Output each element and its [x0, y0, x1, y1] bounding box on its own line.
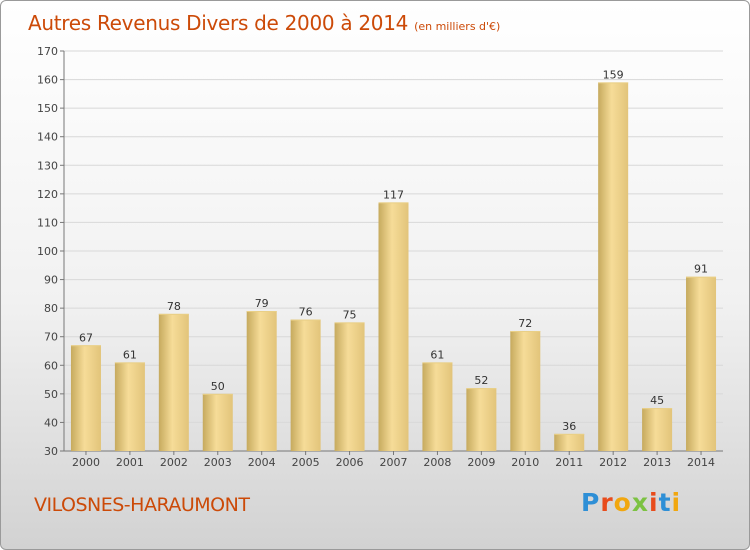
bar-2007	[378, 202, 409, 451]
value-label-2002: 78	[167, 300, 181, 313]
bar-2003	[202, 393, 233, 451]
value-label-2011: 36	[562, 420, 576, 433]
x-tick-label-2005: 2005	[292, 456, 320, 469]
x-tick-label-2008: 2008	[423, 456, 451, 469]
logo-letter: r	[600, 488, 614, 517]
chart-title-text: Autres Revenus Divers de 2000 à 2014	[28, 11, 409, 35]
x-tick-label-2013: 2013	[643, 456, 671, 469]
bar-2002	[158, 313, 189, 451]
value-label-2000: 67	[79, 331, 93, 344]
bar-2009	[466, 388, 497, 451]
x-tick-label-2007: 2007	[380, 456, 408, 469]
y-tick-label: 60	[44, 359, 58, 372]
x-tick-label-2006: 2006	[336, 456, 364, 469]
value-label-2001: 61	[123, 348, 137, 361]
bar-2006	[334, 322, 365, 451]
value-label-2013: 45	[650, 394, 664, 407]
x-tick-label-2014: 2014	[687, 456, 715, 469]
bar-2008	[422, 362, 453, 451]
commune-name: VILOSNES-HARAUMONT	[34, 494, 250, 516]
bar-2001	[114, 362, 145, 451]
logo-letter: t	[658, 488, 672, 517]
logo-letter: i	[671, 488, 682, 517]
y-tick-label: 30	[44, 445, 58, 458]
logo-letter: i	[649, 488, 659, 517]
value-label-2008: 61	[430, 348, 444, 361]
bar-2005	[290, 319, 321, 451]
y-tick-label: 140	[37, 131, 58, 144]
x-tick-label-2010: 2010	[511, 456, 539, 469]
value-label-2006: 75	[343, 308, 357, 321]
value-label-2010: 72	[518, 317, 532, 330]
x-tick-label-2002: 2002	[160, 456, 188, 469]
bar-2014	[686, 276, 717, 451]
y-tick-label: 100	[37, 245, 58, 258]
bar-2011	[554, 433, 585, 451]
value-label-2012: 159	[603, 68, 624, 81]
bar-2010	[510, 331, 541, 451]
y-tick-label: 160	[37, 74, 58, 87]
bar-2012	[598, 82, 629, 451]
chart-unit: (en milliers d'€)	[414, 20, 501, 33]
bar-2000	[70, 345, 101, 451]
y-tick-label: 170	[37, 45, 58, 58]
y-tick-label: 150	[37, 102, 58, 115]
bar-2013	[642, 408, 673, 451]
x-tick-label-2012: 2012	[599, 456, 627, 469]
x-tick-label-2011: 2011	[555, 456, 583, 469]
value-label-2007: 117	[383, 188, 404, 201]
logo-letter: P	[581, 488, 601, 517]
value-label-2004: 79	[255, 297, 269, 310]
y-tick-label: 90	[44, 274, 58, 287]
bar-2004	[246, 311, 277, 451]
x-tick-label-2003: 2003	[204, 456, 232, 469]
y-tick-label: 130	[37, 159, 58, 172]
y-tick-label: 50	[44, 388, 58, 401]
chart-title: Autres Revenus Divers de 2000 à 2014 (en …	[28, 11, 500, 35]
y-tick-label: 120	[37, 188, 58, 201]
x-tick-label-2000: 2000	[72, 456, 100, 469]
bars-layer: 67 61 78 50 79 76 75 117 61 52 72 36 159 45 91	[70, 68, 717, 451]
value-label-2014: 91	[694, 263, 708, 276]
y-tick-label: 80	[44, 302, 58, 315]
x-tick-label-2004: 2004	[248, 456, 276, 469]
value-label-2003: 50	[211, 380, 225, 393]
logo-letter: x	[631, 488, 649, 517]
value-label-2005: 76	[299, 306, 313, 319]
value-label-2009: 52	[474, 374, 488, 387]
proxiti-logo: Proxiti	[581, 488, 681, 517]
y-tick-label: 110	[37, 216, 58, 229]
y-tick-label: 70	[44, 331, 58, 344]
x-tick-label-2009: 2009	[467, 456, 495, 469]
y-tick-label: 40	[44, 416, 58, 429]
x-tick-label-2001: 2001	[116, 456, 144, 469]
logo-letter: o	[613, 488, 632, 517]
